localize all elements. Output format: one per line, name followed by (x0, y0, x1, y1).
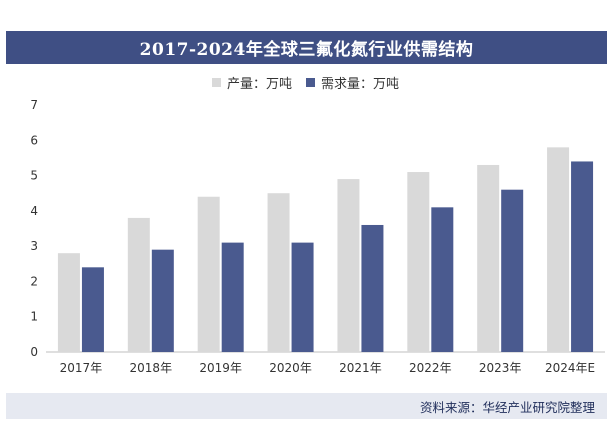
production-bar (267, 193, 290, 352)
production-bar (197, 196, 220, 352)
legend-item-production: 产量：万吨 (212, 73, 292, 92)
production-bar (337, 179, 360, 352)
production-bar (477, 164, 500, 352)
x-tick-label: 2020年 (269, 361, 312, 375)
production-bar (407, 172, 430, 352)
production-bar (57, 253, 80, 352)
y-tick-label: 3 (30, 239, 38, 253)
production-bar (127, 217, 150, 352)
x-tick-label: 2019年 (199, 361, 242, 375)
y-tick-label: 1 (30, 310, 38, 324)
chart-title: 2017-2024年全球三氟化氮行业供需结构 (6, 31, 607, 64)
legend-swatch-production (212, 78, 221, 87)
y-tick-label: 2 (30, 274, 38, 288)
footer-bar (6, 393, 607, 419)
legend-label-production: 产量：万吨 (227, 77, 293, 92)
legend-label-demand: 需求量：万吨 (321, 77, 400, 92)
x-tick-label: 2024年E (545, 361, 595, 375)
y-tick-label: 4 (30, 204, 38, 218)
x-tick-label: 2018年 (130, 361, 173, 375)
y-tick-label: 7 (30, 98, 38, 112)
chart-legend: 产量：万吨 需求量：万吨 (212, 73, 413, 92)
source-note: 资料来源：华经产业研究院整理 (419, 400, 595, 415)
x-tick-label: 2021年 (339, 361, 382, 375)
x-tick-label: 2022年 (409, 361, 452, 375)
legend-swatch-demand (306, 78, 316, 87)
x-tick-label: 2017年 (60, 361, 103, 375)
y-tick-label: 6 (30, 133, 38, 147)
demand-bar (501, 189, 524, 352)
demand-bar (151, 249, 174, 352)
demand-bar (571, 161, 594, 352)
demand-bar (81, 267, 104, 352)
legend-item-demand: 需求量：万吨 (306, 73, 399, 92)
demand-bar (221, 242, 244, 352)
x-tick-label: 2023年 (479, 361, 522, 375)
demand-bar (361, 224, 384, 352)
y-tick-label: 0 (30, 345, 38, 359)
production-bar (547, 147, 570, 352)
y-tick-label: 5 (30, 169, 38, 183)
demand-bar (291, 242, 314, 352)
demand-bar (431, 207, 454, 352)
